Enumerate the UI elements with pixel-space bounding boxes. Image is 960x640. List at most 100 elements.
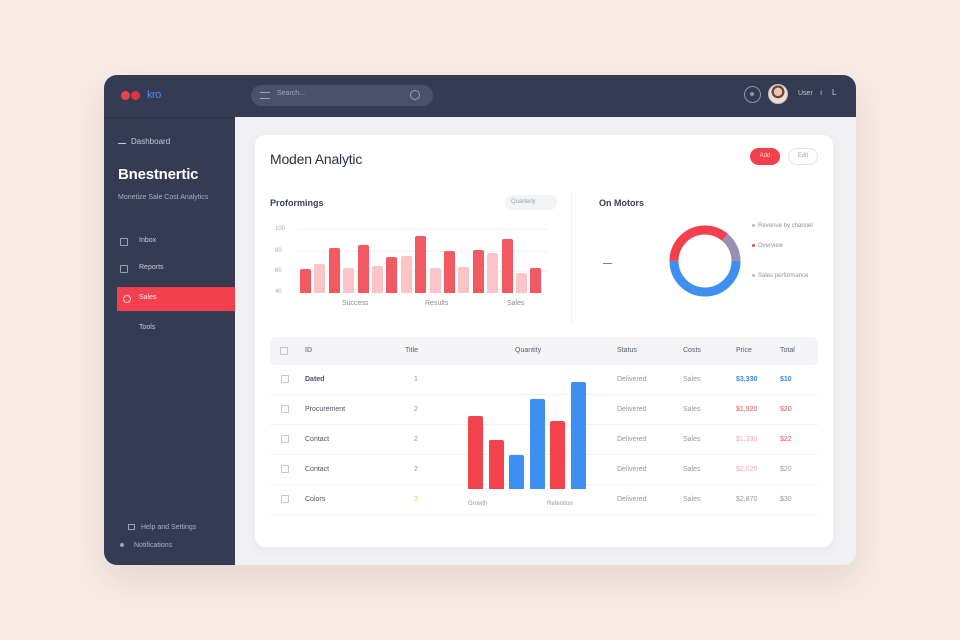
bar [415, 236, 427, 293]
row-price: $3,330 [736, 376, 758, 383]
row-qty: 1 [414, 376, 418, 383]
chart-icon [123, 295, 131, 303]
analytics-card: Moden Analytic Add Edit Proformings Quar… [255, 135, 833, 547]
sidebar-item-sales[interactable]: Sales [117, 287, 235, 311]
bar [429, 267, 441, 293]
column-header[interactable]: Costs [683, 347, 701, 354]
sidebar-footer-notifications[interactable]: Notifications [120, 542, 172, 549]
y-tick-label: 80 [275, 248, 282, 254]
period-filter[interactable]: Quarterly [505, 195, 557, 210]
bar [444, 251, 455, 293]
sidebar-item-label: Sales [139, 294, 157, 301]
column-header[interactable]: Price [736, 347, 752, 354]
row-name: Contact [305, 436, 330, 443]
row-cost: Sales [683, 466, 701, 473]
row-status: Delivered [617, 466, 647, 473]
bar [300, 269, 311, 293]
row-status: Delivered [617, 376, 647, 383]
search-icon[interactable] [410, 90, 420, 100]
bar [488, 440, 504, 489]
row-cost: Sales [683, 376, 701, 383]
sidebar-item-tools[interactable]: Tools [104, 317, 235, 341]
sidebar-section-text: Dashboard [131, 137, 171, 146]
row-total: $20 [780, 466, 792, 473]
legend-label: Overview [758, 243, 784, 249]
donut-slice [669, 225, 741, 297]
help-icon [128, 524, 135, 531]
legend-item: Sales performance [752, 273, 808, 279]
sidebar-item-label: Inbox [139, 237, 157, 244]
row-qty: 2 [414, 436, 418, 443]
select-all-checkbox[interactable] [280, 347, 288, 355]
notification-icon[interactable] [744, 86, 761, 103]
x-tick-label: Success [342, 300, 369, 307]
bar [501, 239, 513, 293]
row-name: Colors [305, 496, 326, 503]
chevron-down-icon[interactable]: L [832, 88, 837, 97]
x-tick-label: Sales [507, 300, 525, 307]
row-checkbox[interactable] [281, 465, 289, 473]
sidebar-footer-label: Notifications [134, 542, 173, 549]
inbox-icon [120, 238, 128, 246]
legend-dot-icon [752, 273, 755, 277]
table-header: ID Title Quantity Status Costs Price Tot… [270, 337, 818, 365]
bar [328, 248, 340, 293]
x-tick-label: Results [425, 300, 449, 307]
table-row[interactable]: Dated 1 Delivered Sales $3,330 $10 [270, 365, 818, 395]
bar [529, 399, 545, 489]
sidebar-item-reports[interactable]: Reports [104, 257, 235, 281]
x-tick-label: Growth [468, 501, 488, 507]
row-name: Procurement [305, 406, 346, 413]
username[interactable]: User [798, 90, 813, 97]
add-button[interactable]: Add [750, 148, 780, 165]
top-bar: kro Search... User ı L [104, 75, 856, 117]
legend-label: Revenue by channel [758, 223, 813, 229]
edit-button[interactable]: Edit [788, 148, 818, 165]
search-input[interactable]: Search... [251, 85, 433, 106]
column-header[interactable]: Total [780, 347, 795, 354]
page-title: Moden Analytic [270, 151, 363, 167]
y-tick-label: 60 [275, 268, 282, 274]
donut-slice [669, 225, 741, 297]
bar [570, 382, 586, 489]
column-header[interactable]: Status [617, 347, 637, 354]
row-qty: 2 [414, 466, 418, 473]
menu-icon[interactable] [260, 92, 270, 99]
bar [516, 272, 527, 293]
row-status: Delivered [617, 406, 647, 413]
column-header[interactable]: ID [305, 347, 312, 354]
main-content: Moden Analytic Add Edit Proformings Quar… [235, 117, 856, 565]
sidebar-footer-label: Help and Settings [141, 524, 197, 531]
legend-label: Sales performance [758, 273, 809, 279]
bar [343, 267, 355, 293]
column-header[interactable]: Quantity [515, 347, 542, 354]
row-qty: 3 [414, 496, 418, 503]
sidebar-item-inbox[interactable]: Inbox [104, 230, 235, 254]
logo-text: kro [147, 89, 161, 101]
table-row[interactable]: Colors 3 Delivered Sales $2,870 $30 [270, 485, 818, 515]
bar [314, 264, 326, 293]
sidebar-footer-help[interactable]: Help and Settings [128, 524, 196, 531]
bar [509, 455, 524, 489]
row-checkbox[interactable] [281, 495, 289, 503]
row-checkbox[interactable] [281, 375, 289, 383]
panel-divider [571, 193, 572, 323]
bar [372, 266, 383, 293]
row-cost: Sales [683, 436, 701, 443]
legend-dot-icon [752, 223, 755, 227]
bar [386, 257, 398, 293]
row-checkbox[interactable] [281, 405, 289, 413]
legend-dot-icon [752, 243, 755, 247]
bar [472, 249, 484, 293]
app-window: kro Search... User ı L Dashboard Bnestne… [104, 75, 856, 565]
dashboard-icon [118, 138, 126, 144]
row-total: $20 [780, 406, 792, 413]
row-price: $2,870 [736, 496, 758, 503]
avatar[interactable] [768, 84, 788, 104]
column-header[interactable]: Title [405, 347, 418, 354]
row-name: Dated [305, 376, 325, 383]
bar [458, 266, 470, 293]
row-status: Delivered [617, 436, 647, 443]
logo-dot-icon [131, 91, 140, 100]
row-checkbox[interactable] [281, 435, 289, 443]
